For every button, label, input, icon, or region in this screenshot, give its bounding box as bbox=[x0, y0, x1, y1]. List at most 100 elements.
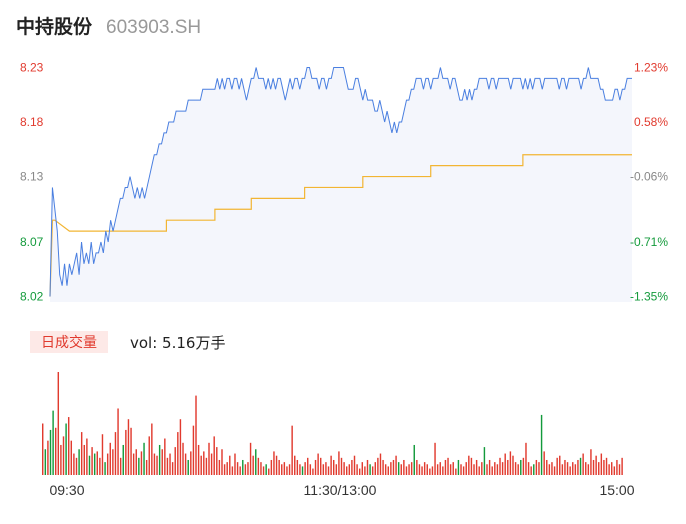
stock-code: 603903.SH bbox=[106, 17, 202, 38]
price-tick-label: 8.23 bbox=[20, 60, 44, 74]
volume-bar bbox=[286, 466, 288, 475]
volume-bar bbox=[478, 466, 480, 475]
price-tick-label: 8.18 bbox=[20, 115, 44, 129]
volume-bar bbox=[452, 462, 454, 476]
volume-bar bbox=[579, 457, 582, 475]
volume-bar bbox=[548, 464, 551, 475]
volume-bar bbox=[481, 462, 483, 476]
stock-name: 中持股份 bbox=[16, 16, 93, 38]
volume-bar bbox=[296, 459, 299, 475]
volume-bar bbox=[247, 462, 249, 476]
volume-bar bbox=[551, 462, 553, 476]
volume-bar bbox=[390, 462, 392, 476]
volume-bar bbox=[205, 457, 208, 475]
volume-bar bbox=[387, 466, 389, 475]
stock-header: 中持股份 603903.SH bbox=[16, 12, 201, 40]
volume-bar bbox=[546, 459, 548, 475]
volume-bar bbox=[320, 457, 322, 475]
volume-bar bbox=[130, 427, 132, 475]
volume-bar bbox=[125, 429, 127, 475]
volume-bar bbox=[148, 436, 150, 476]
volume-bar bbox=[462, 466, 465, 475]
volume-bar bbox=[379, 453, 382, 475]
volume-bar bbox=[618, 464, 621, 475]
volume-bar bbox=[514, 462, 517, 476]
volume-bar bbox=[517, 464, 519, 475]
volume-bar bbox=[444, 459, 447, 475]
volume-bar bbox=[611, 462, 613, 476]
volume-bar bbox=[533, 464, 535, 475]
volume-bar bbox=[447, 457, 449, 475]
time-tick-label: 15:00 bbox=[599, 482, 634, 498]
volume-bar bbox=[70, 440, 73, 475]
volume-bar bbox=[574, 464, 577, 475]
volume-bar bbox=[457, 459, 460, 475]
volume-bar bbox=[255, 449, 257, 475]
volume-bar bbox=[361, 462, 364, 476]
volume-bar bbox=[91, 447, 93, 475]
volume-bar bbox=[262, 466, 265, 475]
volume-bar bbox=[44, 449, 47, 475]
volume-bar bbox=[242, 459, 244, 475]
volume-bar bbox=[340, 457, 343, 475]
volume-bar bbox=[96, 451, 98, 475]
volume-bar bbox=[392, 459, 395, 475]
volume-bar bbox=[314, 459, 317, 475]
volume-bar bbox=[75, 457, 78, 475]
volume-bar bbox=[556, 457, 558, 475]
volume-bar bbox=[213, 436, 215, 476]
volume-bar bbox=[603, 459, 605, 475]
volume-bar bbox=[57, 372, 60, 475]
volume-bar bbox=[527, 462, 530, 476]
volume-bar bbox=[54, 427, 57, 475]
volume-bar bbox=[52, 410, 54, 476]
percent-tick-label: 0.58% bbox=[634, 115, 668, 129]
volume-bar bbox=[288, 464, 291, 475]
volume-bar bbox=[418, 464, 421, 475]
volume-bar bbox=[301, 466, 304, 475]
daily-volume-tag[interactable]: 日成交量 bbox=[30, 331, 108, 353]
volume-bar bbox=[449, 464, 452, 475]
volume-bar bbox=[338, 451, 340, 475]
volume-bar bbox=[166, 457, 169, 475]
volume-bar bbox=[145, 459, 148, 475]
volume-bar bbox=[468, 455, 470, 475]
volume-bar bbox=[405, 466, 408, 475]
volume-bar bbox=[509, 451, 512, 475]
volume-bar bbox=[221, 449, 223, 475]
volume-bar bbox=[187, 459, 189, 475]
volume-bar bbox=[151, 423, 153, 475]
volume-readout: vol: 5.16万手 bbox=[130, 334, 226, 352]
volume-bar bbox=[281, 464, 283, 475]
volume-bar bbox=[569, 466, 571, 475]
volume-bar bbox=[590, 449, 592, 475]
volume-bar bbox=[605, 457, 608, 475]
volume-bar bbox=[582, 453, 584, 475]
volume-bar bbox=[49, 429, 52, 475]
volume-bar bbox=[592, 459, 595, 475]
volume-bar bbox=[561, 464, 564, 475]
volume-bar bbox=[369, 464, 371, 475]
volume-bar bbox=[408, 464, 410, 475]
percent-tick-label: 1.23% bbox=[634, 60, 668, 74]
volume-bar bbox=[621, 457, 623, 475]
volume-bar bbox=[291, 425, 293, 475]
volume-bar bbox=[353, 455, 356, 475]
volume-bar bbox=[109, 442, 111, 475]
volume-bar bbox=[307, 457, 309, 475]
volume-bar bbox=[47, 440, 49, 475]
volume-bar bbox=[538, 462, 540, 476]
volume-bar bbox=[431, 466, 434, 475]
volume-bar bbox=[499, 457, 501, 475]
volume-bar bbox=[377, 457, 379, 475]
percent-tick-label: -0.71% bbox=[630, 235, 668, 249]
volume-bar bbox=[356, 464, 358, 475]
volume-bar bbox=[585, 462, 587, 476]
volume-bar bbox=[595, 455, 597, 475]
volume-bar bbox=[421, 466, 423, 475]
volume-bar bbox=[252, 455, 254, 475]
volume-bar bbox=[42, 423, 44, 475]
volume-bar bbox=[494, 462, 496, 476]
volume-bar bbox=[197, 444, 200, 475]
volume-bar bbox=[80, 432, 83, 475]
